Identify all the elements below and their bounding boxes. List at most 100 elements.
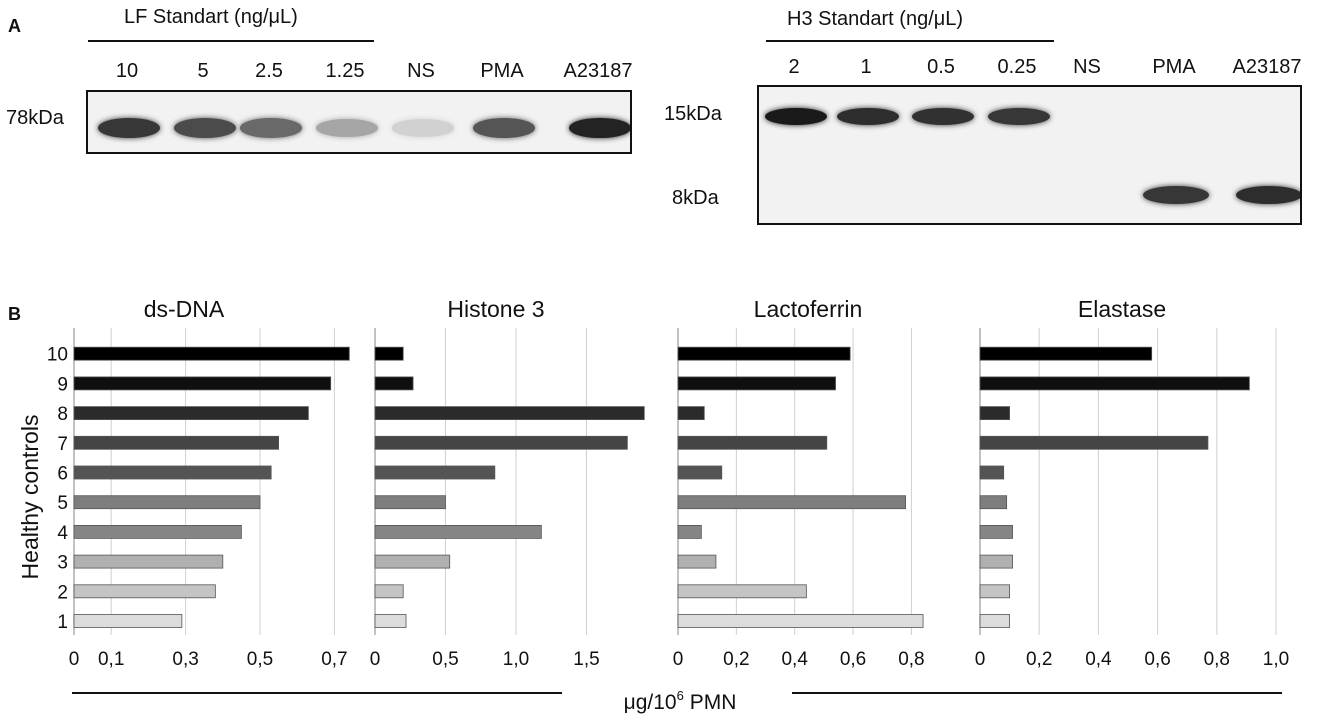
x-tick-label: 0,4	[1085, 649, 1112, 670]
bar	[979, 525, 1013, 539]
h3-lane-label: 1	[860, 56, 872, 78]
x-tick-label: 0	[370, 649, 381, 670]
lf-lane-label: 1.25	[325, 60, 365, 82]
bar	[73, 584, 216, 599]
lf-lane-label: 5	[197, 60, 209, 82]
h3-lane-label: NS	[1073, 56, 1101, 78]
x-tick-label: 0,8	[1204, 649, 1230, 670]
x-tick-label: 1,0	[1263, 649, 1289, 670]
lf-band	[569, 117, 630, 139]
h3-band-15kda	[765, 107, 827, 125]
x-tick-label: 0,5	[432, 649, 458, 670]
bar	[677, 554, 717, 569]
lf-lane-label: A23187	[563, 60, 633, 82]
h3-mw-15kda: 15kDa	[664, 103, 722, 125]
bar	[979, 584, 1011, 599]
y-axis-label: Healthy controls	[17, 415, 43, 580]
lf-lane-label: PMA	[480, 60, 524, 82]
lf-band	[316, 118, 378, 138]
bar	[677, 525, 702, 539]
lf-band	[240, 118, 302, 138]
h3-lane-label: A23187	[1232, 56, 1302, 78]
bar	[979, 554, 1013, 569]
panel-title: Histone 3	[447, 296, 544, 322]
panel-title: Elastase	[1078, 296, 1166, 322]
h3-band-15kda	[988, 107, 1050, 125]
bar	[677, 406, 705, 421]
h3-standard-underline	[766, 40, 1054, 42]
lf-band	[473, 118, 535, 138]
panel-title: Lactoferrin	[754, 296, 863, 322]
y-tick-label: 5	[57, 493, 68, 514]
x-tick-label: 0	[69, 649, 80, 670]
bar	[73, 435, 280, 450]
bar	[979, 465, 1005, 480]
bar	[73, 406, 309, 421]
x-tick-label: 0,5	[247, 649, 273, 670]
bar	[374, 614, 407, 628]
x-tick-label: 0,7	[321, 649, 347, 670]
x-tick-label: 0,3	[172, 649, 198, 670]
lf-band	[392, 119, 454, 137]
bar	[677, 495, 906, 510]
bar	[73, 614, 183, 628]
bar	[677, 346, 851, 361]
y-tick-label: 6	[57, 464, 68, 485]
bar	[73, 495, 261, 510]
x-axis-label: μg/106 PMN	[624, 688, 737, 714]
bar	[979, 495, 1008, 510]
lf-mw-78kda: 78kDa	[6, 107, 64, 129]
bar	[73, 346, 350, 361]
lf-band	[98, 117, 160, 139]
x-tick-label: 0,8	[898, 649, 924, 670]
x-tick-label: 0	[673, 649, 684, 670]
lf-lane-label: 2.5	[255, 60, 283, 82]
bar	[374, 376, 414, 391]
bar	[979, 614, 1011, 628]
bar	[979, 406, 1011, 421]
bar	[374, 435, 628, 450]
bar	[73, 465, 272, 480]
lf-band	[174, 118, 236, 138]
x-tick-label: 0	[975, 649, 986, 670]
y-tick-label: 7	[57, 434, 68, 455]
x-tick-label: 0,6	[1144, 649, 1170, 670]
lf-standard-title: LF Standart (ng/μL)	[124, 6, 298, 28]
bar	[374, 406, 645, 421]
x-tick-label: 0,2	[1026, 649, 1052, 670]
h3-band-8kda	[1143, 186, 1209, 204]
x-tick-label: 1,5	[573, 649, 599, 670]
bar	[677, 614, 924, 628]
h3-standard-title: H3 Standart (ng/μL)	[787, 8, 964, 30]
x-tick-label: 0,1	[98, 649, 124, 670]
lf-western-blot	[86, 90, 632, 154]
bar	[979, 376, 1250, 391]
h3-lane-label: 0.25	[997, 56, 1037, 78]
bar	[677, 465, 723, 480]
y-tick-label: 4	[57, 523, 68, 544]
x-tick-label: 0,4	[781, 649, 808, 670]
bar	[374, 554, 451, 569]
x-tick-label: 0,6	[840, 649, 866, 670]
panel-a-label: A	[8, 16, 21, 36]
bar	[374, 465, 496, 480]
bar	[374, 584, 404, 599]
h3-mw-8kda: 8kDa	[672, 187, 719, 209]
h3-band-15kda	[837, 107, 899, 125]
y-tick-label: 3	[57, 553, 68, 574]
y-tick-label: 2	[57, 582, 68, 603]
lf-lane-label: 10	[115, 60, 139, 82]
bar	[374, 495, 446, 510]
y-tick-label: 8	[57, 404, 68, 425]
h3-lane-label: PMA	[1152, 56, 1196, 78]
bar	[73, 525, 242, 539]
bar	[374, 525, 542, 539]
panel-b-label: B	[8, 304, 21, 324]
x-tick-label: 0,2	[723, 649, 749, 670]
h3-lane-label: 0.5	[927, 56, 955, 78]
panel-title: ds-DNA	[144, 296, 225, 322]
h3-band-15kda	[912, 107, 974, 125]
h3-band-8kda	[1236, 186, 1300, 204]
y-tick-label: 9	[57, 374, 68, 395]
